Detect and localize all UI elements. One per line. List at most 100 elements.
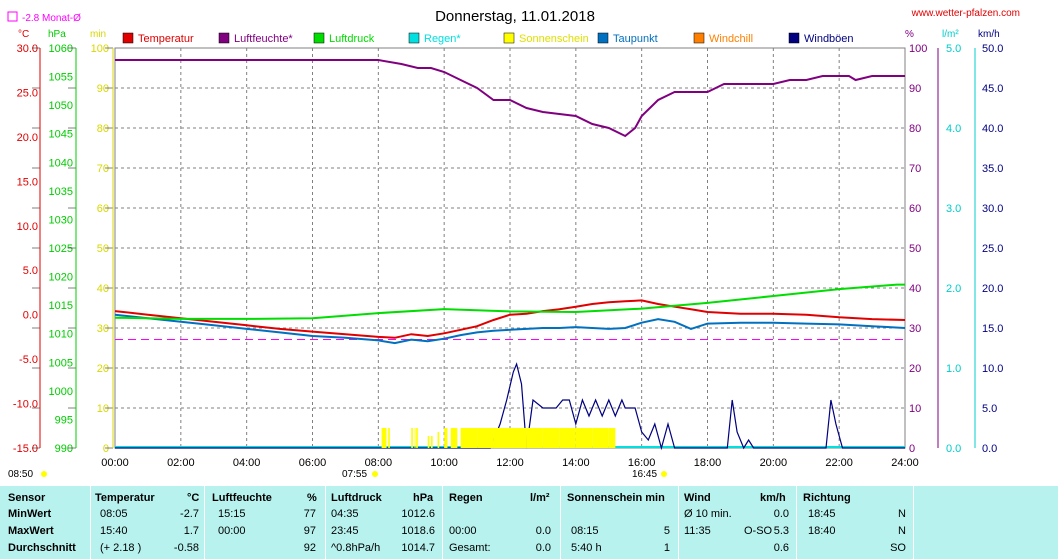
cell-w-val: 5.3: [773, 525, 789, 537]
hdr-rain-unit: l/m²: [530, 492, 550, 504]
humidity-tick: 20: [909, 363, 921, 375]
pressure-tick: 1020: [49, 272, 73, 284]
sunrise-label: 07:55: [342, 469, 367, 480]
temp-tick: -15.0: [13, 443, 38, 455]
table-row: MinWert 08:05 -2.7 15:15 77 04:35 1012.6 Ø 10 m…: [0, 506, 1058, 523]
hdr-wind-unit: km/h: [760, 492, 786, 504]
col-empty: [913, 486, 1058, 559]
axis-unit-label: l/m²: [942, 29, 959, 40]
col-sunshine: [560, 486, 679, 559]
temp-tick: 5.0: [23, 265, 38, 277]
temp-tick: 30.0: [17, 43, 38, 55]
axis-unit-label: °C: [18, 29, 29, 40]
pressure-tick: 1015: [49, 300, 73, 312]
temp-tick: 0.0: [23, 310, 38, 322]
sunset-label: 16:45: [632, 469, 657, 480]
cell-w-val: 0.6: [773, 542, 789, 554]
col-rain: [442, 486, 561, 559]
cell-d-time: 18:45: [808, 508, 836, 520]
wind-tick: 50.0: [982, 43, 1003, 55]
col-humidity: [204, 486, 326, 559]
sunshine-bar: [460, 428, 478, 448]
cell-h-val: 92: [303, 542, 316, 554]
pressure-tick: 1055: [49, 72, 73, 84]
x-tick-label: 08:00: [365, 457, 393, 469]
x-tick-label: 18:00: [694, 457, 722, 469]
cell-p-val: 1014.7: [401, 542, 435, 554]
cell-r-time: Gesamt:: [449, 542, 491, 554]
wind-tick: 25.0: [982, 243, 1003, 255]
legend-swatch: [597, 32, 609, 44]
pressure-tick: 1030: [49, 214, 73, 226]
humidity-tick: 30: [909, 323, 921, 335]
humidity-tick: 10: [909, 403, 921, 415]
sunshine-bar: [411, 428, 413, 448]
statistics-table: Sensor Temperatur °C Luftfeuchte % Luftd…: [0, 486, 1058, 559]
hdr-sun: Sonnenschein min: [567, 492, 665, 504]
legend-label: Temperatur: [138, 33, 194, 45]
pressure-tick: 1000: [49, 386, 73, 398]
legend-label: Windchill: [709, 33, 753, 45]
axis-unit-label: hPa: [48, 29, 66, 40]
humidity-tick: 100: [909, 43, 927, 55]
x-tick-label: 10:00: [430, 457, 458, 469]
humidity-tick: 70: [909, 163, 921, 175]
hdr-hum: Luftfeuchte: [212, 492, 272, 504]
pressure-tick: 1060: [49, 43, 73, 55]
sunshine-bar: [542, 428, 560, 448]
cell-r-val: 0.0: [535, 525, 551, 537]
x-tick-label: 02:00: [167, 457, 195, 469]
sunmin-tick: 80: [97, 123, 109, 135]
cell-p-time: 04:35: [331, 508, 359, 520]
sunshine-bar: [431, 436, 433, 448]
rain-tick: 3.0: [946, 203, 961, 215]
temp-tick: -10.0: [13, 399, 38, 411]
sunshine-bar: [493, 428, 510, 448]
legend-label: Taupunkt: [613, 33, 658, 45]
hdr-hum-unit: %: [307, 492, 317, 504]
pressure-tick: 1010: [49, 329, 73, 341]
table-row: Durchschnitt (+ 2.18 ) -0.58 92 ^0.8hPa/h 101…: [0, 540, 1058, 557]
temp-tick: 10.0: [17, 221, 38, 233]
sunshine-bar: [381, 428, 387, 448]
hdr-press-unit: hPa: [413, 492, 434, 504]
hdr-rain: Regen: [449, 492, 483, 504]
wind-tick: 0.0: [982, 443, 997, 455]
legend-swatch: [408, 32, 420, 44]
humidity-tick: 40: [909, 283, 921, 295]
sunshine-bar: [437, 432, 440, 448]
x-tick-label: 12:00: [496, 457, 524, 469]
cell-h-val: 77: [303, 508, 316, 520]
wind-tick: 15.0: [982, 323, 1003, 335]
cell-w-time: Ø 10 min.: [684, 508, 732, 520]
legend-swatch: [693, 32, 705, 44]
legend-label: Sonnenschein: [519, 33, 589, 45]
wind-tick: 5.0: [982, 403, 997, 415]
rain-tick: 1.0: [946, 363, 961, 375]
table-row: MaxWert 15:40 1.7 00:00 97 23:45 1018.6 00:00 0.…: [0, 523, 1058, 540]
cell-p-val: 1018.6: [401, 525, 435, 537]
x-tick-label: 24:00: [891, 457, 919, 469]
humidity-tick: 50: [909, 243, 921, 255]
sun-start-label: 08:50: [8, 469, 33, 480]
y-axis-tick-labels: 30.0 25.0 20.0 15.0 10.0 5.0 0.0 -5.0 -10.0 -15.0…: [13, 43, 1004, 455]
legend-label: Luftdruck: [329, 33, 375, 45]
cell-s-time: 08:15: [571, 525, 599, 537]
temp-tick: 15.0: [17, 176, 38, 188]
sun-icon: [41, 471, 47, 477]
cell-p-val: 1012.6: [401, 508, 435, 520]
pressure-tick: 1050: [49, 100, 73, 112]
col-wind: [678, 486, 797, 559]
axis-unit-label: km/h: [978, 29, 1000, 40]
x-tick-label: 16:00: [628, 457, 656, 469]
rain-tick: 2.0: [946, 283, 961, 295]
cell-label: MinWert: [8, 508, 52, 520]
legend-swatch: [218, 32, 230, 44]
sunmin-tick: 100: [91, 43, 109, 55]
sunmin-tick: 60: [97, 203, 109, 215]
cell-t-val: 1.7: [183, 525, 199, 537]
col-pressure: [325, 486, 443, 559]
cell-d-val: N: [898, 525, 906, 537]
pressure-tick: 995: [55, 414, 73, 426]
sunshine-bar: [559, 428, 576, 448]
